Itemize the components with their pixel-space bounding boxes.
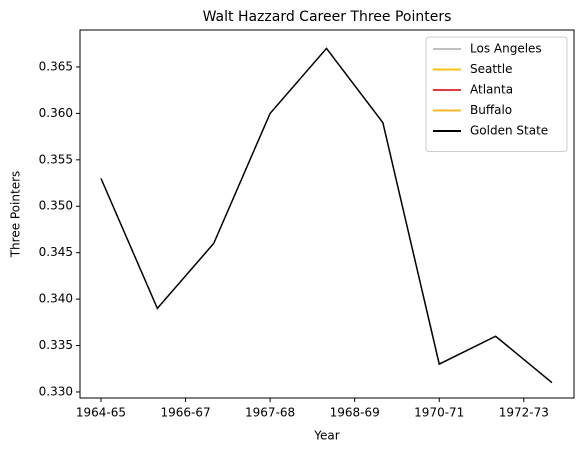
- plot-frame: [79, 29, 575, 399]
- legend-label: Seattle: [470, 62, 512, 76]
- y-tick-label: 0.350: [39, 199, 73, 213]
- x-tick-label: 1967-68: [245, 406, 295, 420]
- legend-label: Golden State: [470, 124, 548, 138]
- x-tick-label: 1970-71: [414, 406, 464, 420]
- x-axis-label: Year: [313, 429, 339, 443]
- legend-label: Atlanta: [470, 83, 513, 97]
- y-tick-label: 0.330: [39, 384, 73, 398]
- y-tick-label: 0.360: [39, 106, 73, 120]
- x-tick-label: 1966-67: [160, 406, 210, 420]
- line: [100, 47, 553, 384]
- y-tick-label: 0.335: [39, 338, 73, 352]
- x-tick-label: 1964-65: [76, 406, 126, 420]
- y-tick-label: 0.355: [39, 152, 73, 166]
- y-tick-label: 0.340: [39, 292, 73, 306]
- y-tick-label: 0.345: [39, 245, 73, 259]
- legend-box: [425, 36, 568, 152]
- x-tick-label: 1968-69: [330, 406, 380, 420]
- x-tick-label: 1972-73: [499, 406, 549, 420]
- legend-label: Buffalo: [470, 103, 512, 117]
- y-tick-label: 0.365: [39, 59, 73, 73]
- y-axis-label: Three Pointers: [9, 171, 23, 259]
- chart-title: Walt Hazzard Career Three Pointers: [203, 9, 452, 25]
- legend-label: Los Angeles: [470, 42, 542, 56]
